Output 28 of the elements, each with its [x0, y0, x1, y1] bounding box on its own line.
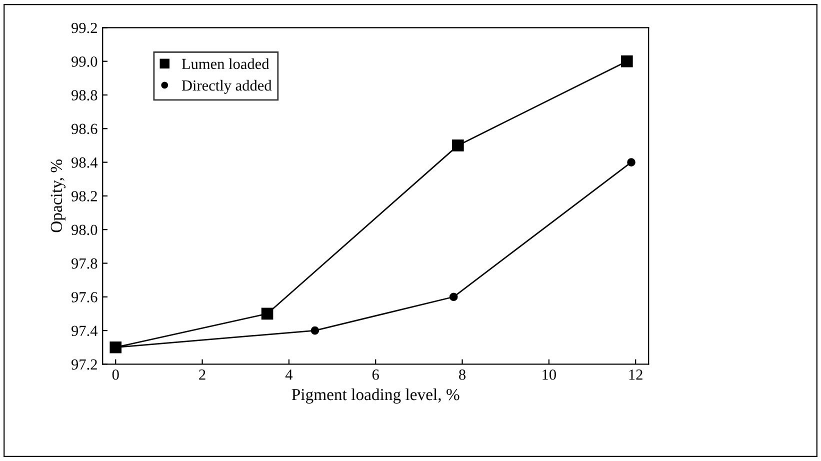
x-tick-label: 8	[459, 369, 466, 380]
point	[452, 140, 464, 152]
point	[627, 158, 636, 166]
x-tick-label: 2	[199, 370, 206, 380]
y-tick-label: 98.8	[72, 90, 98, 100]
y-tick-label: 97.6	[72, 292, 98, 302]
y-tick-label: 98.4	[72, 157, 98, 168]
y-tick-label: 99.0	[72, 56, 98, 67]
point	[449, 292, 458, 302]
x-tick-label: 4	[285, 370, 293, 380]
x-tick-label: 0	[112, 369, 119, 380]
y-tick-label: 99.2	[72, 22, 97, 34]
y-tick-label: 98.6	[72, 124, 98, 134]
point	[310, 326, 320, 335]
x-tick-label: 10	[542, 369, 556, 380]
point	[261, 308, 274, 320]
y-tick-label: 97.4	[72, 326, 98, 336]
x-tick-label: 12	[629, 370, 642, 380]
y-tick-label: 97.8	[72, 258, 98, 269]
y-tick-label: 97.2	[72, 359, 97, 370]
point	[621, 55, 633, 68]
x-tick-label: 6	[372, 370, 379, 380]
y-tick-label: 98.2	[72, 191, 97, 202]
y-axis-title: Opacity, %	[50, 160, 66, 232]
legend-label: Lumen loaded	[182, 58, 270, 70]
legend-label: Directly added	[182, 80, 272, 94]
x-axis-title: Pigment loading level, %	[292, 388, 460, 404]
y-tick-label: 98.0	[72, 224, 98, 236]
